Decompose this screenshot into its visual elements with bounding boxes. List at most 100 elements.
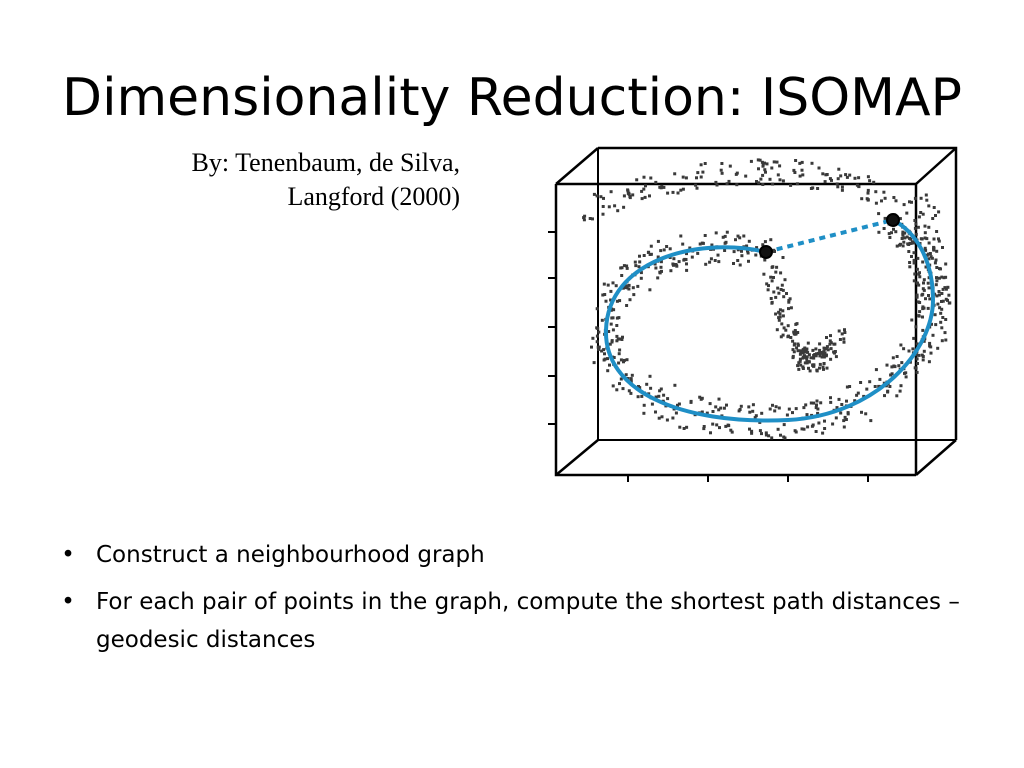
scatter-point	[607, 330, 611, 333]
scatter-point	[789, 336, 793, 339]
scatter-point	[927, 286, 931, 290]
scatter-point	[836, 185, 840, 189]
scatter-point	[616, 337, 620, 341]
scatter-point	[905, 211, 909, 215]
scatter-point	[606, 369, 610, 373]
scatter-point	[883, 394, 886, 398]
scatter-point	[657, 416, 661, 420]
scatter-point	[642, 187, 646, 191]
scatter-point	[620, 274, 624, 277]
scatter-point	[754, 253, 758, 257]
scatter-point	[917, 283, 921, 287]
scatter-point	[923, 224, 927, 228]
scatter-point	[640, 394, 644, 398]
scatter-point	[821, 431, 825, 435]
scatter-point	[760, 432, 763, 436]
scatter-point	[903, 236, 907, 240]
scatter-point	[825, 345, 829, 349]
scatter-point	[705, 411, 709, 415]
scatter-point	[839, 411, 843, 415]
scatter-point	[596, 327, 600, 330]
scatter-point	[770, 436, 774, 440]
scatter-point	[763, 168, 767, 172]
scatter-point	[772, 160, 776, 164]
scatter-point	[784, 328, 788, 332]
scatter-point	[934, 323, 938, 327]
scatter-point	[787, 307, 790, 311]
scatter-point	[928, 252, 932, 255]
scatter-point	[765, 282, 769, 286]
scatter-point	[822, 362, 826, 366]
scatter-point	[782, 435, 786, 439]
scatter-point	[627, 287, 631, 291]
scatter-point	[656, 239, 660, 243]
scatter-point	[714, 231, 718, 235]
scatter-point	[937, 290, 941, 293]
scatter-point	[599, 195, 603, 199]
scatter-point	[728, 164, 732, 168]
scatter-point	[785, 413, 789, 417]
scatter-point	[812, 354, 816, 357]
scatter-point	[798, 174, 802, 178]
scatter-point	[844, 418, 848, 421]
scatter-point	[779, 271, 783, 275]
scatter-point	[700, 396, 704, 400]
scatter-point	[837, 167, 841, 171]
scatter-point	[582, 218, 586, 222]
scatter-point	[916, 256, 920, 260]
scatter-point	[912, 251, 916, 255]
scatter-point	[817, 166, 821, 170]
scatter-point	[860, 410, 863, 414]
scatter-point	[856, 391, 860, 395]
scatter-point	[660, 415, 664, 419]
scatter-point	[924, 265, 928, 269]
scatter-point	[828, 339, 832, 343]
scatter-point	[801, 365, 805, 369]
scatter-point	[836, 177, 840, 181]
scatter-point	[778, 178, 782, 182]
scatter-point	[914, 232, 918, 236]
scatter-point	[672, 257, 676, 261]
scatter-point	[679, 188, 683, 192]
scatter-point	[778, 308, 782, 312]
scatter-point	[717, 408, 721, 412]
scatter-point	[922, 349, 926, 353]
scatter-point	[940, 339, 944, 343]
scatter-point	[597, 347, 601, 351]
scatter-point	[681, 242, 685, 246]
scatter-point	[922, 281, 925, 285]
scatter-point	[894, 230, 898, 234]
scatter-point	[776, 173, 780, 177]
scatter-point	[818, 362, 822, 366]
scatter-point	[764, 433, 768, 437]
scatter-point	[740, 254, 744, 258]
scatter-point	[932, 206, 936, 209]
scatter-point	[761, 183, 765, 186]
scatter-point	[676, 403, 679, 407]
scatter-point	[709, 257, 713, 261]
scatter-point	[933, 313, 937, 317]
scatter-point	[767, 434, 771, 438]
scatter-point	[917, 215, 921, 219]
scatter-point	[625, 304, 629, 307]
scatter-point	[603, 293, 607, 296]
scatter-point	[900, 361, 904, 365]
scatter-point	[694, 183, 698, 187]
box-edge-tr	[915, 147, 957, 185]
scatter-point	[610, 316, 614, 320]
scatter-point	[780, 283, 784, 287]
scatter-point	[902, 240, 906, 244]
scatter-point	[801, 356, 805, 360]
scatter-point	[621, 335, 624, 339]
box-edge-br	[915, 439, 957, 476]
scatter-point	[890, 372, 894, 376]
scatter-point	[647, 250, 651, 254]
scatter-point	[650, 402, 654, 406]
scatter-point	[776, 286, 780, 290]
scatter-point	[895, 355, 899, 358]
scatter-point	[909, 241, 913, 245]
scatter-point	[755, 246, 759, 250]
scatter-point	[781, 179, 785, 183]
byline: By: Tenenbaum, de Silva, Langford (2000)	[100, 146, 461, 214]
scatter-point	[761, 173, 765, 177]
